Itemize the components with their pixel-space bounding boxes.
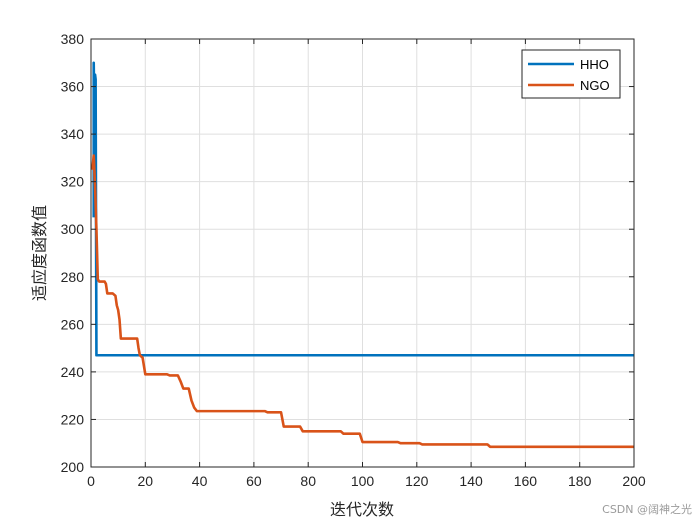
legend: HHO NGO	[521, 49, 621, 99]
legend-box	[521, 49, 621, 99]
x-tick-label: 60	[246, 473, 262, 489]
series-line-hho	[92, 61, 634, 357]
x-tick-label: 80	[300, 473, 316, 489]
series-line-ngo	[91, 154, 634, 449]
y-axis-title: 适应度函数值	[30, 205, 49, 301]
x-tick-label: 20	[138, 473, 154, 489]
series-layer	[91, 61, 634, 449]
axis-ticks: 0 20 40 60 80 100 120 140 160 180 200 200 220 240 260 2…	[61, 31, 646, 489]
y-tick-label: 320	[61, 174, 85, 190]
x-axis-title: 迭代次数	[330, 500, 394, 519]
watermark: CSDN @阔神之光	[602, 503, 692, 516]
y-tick-label: 200	[61, 459, 85, 475]
x-tick-label: 40	[192, 473, 208, 489]
y-tick-label: 280	[61, 269, 85, 285]
x-tick-label: 120	[405, 473, 429, 489]
legend-label-hho: HHO	[580, 57, 609, 72]
y-tick-label: 340	[61, 126, 85, 142]
x-tick-label: 200	[622, 473, 646, 489]
x-tick-label: 0	[87, 473, 95, 489]
y-tick-label: 260	[61, 316, 85, 332]
y-tick-label: 240	[61, 364, 85, 380]
legend-label-ngo: NGO	[580, 78, 610, 93]
x-tick-label: 100	[351, 473, 375, 489]
y-tick-label: 380	[61, 31, 85, 47]
y-tick-label: 300	[61, 221, 85, 237]
y-tick-label: 360	[61, 79, 85, 95]
x-tick-label: 140	[459, 473, 483, 489]
x-tick-label: 180	[568, 473, 592, 489]
y-tick-label: 220	[61, 411, 85, 427]
x-tick-label: 160	[514, 473, 538, 489]
